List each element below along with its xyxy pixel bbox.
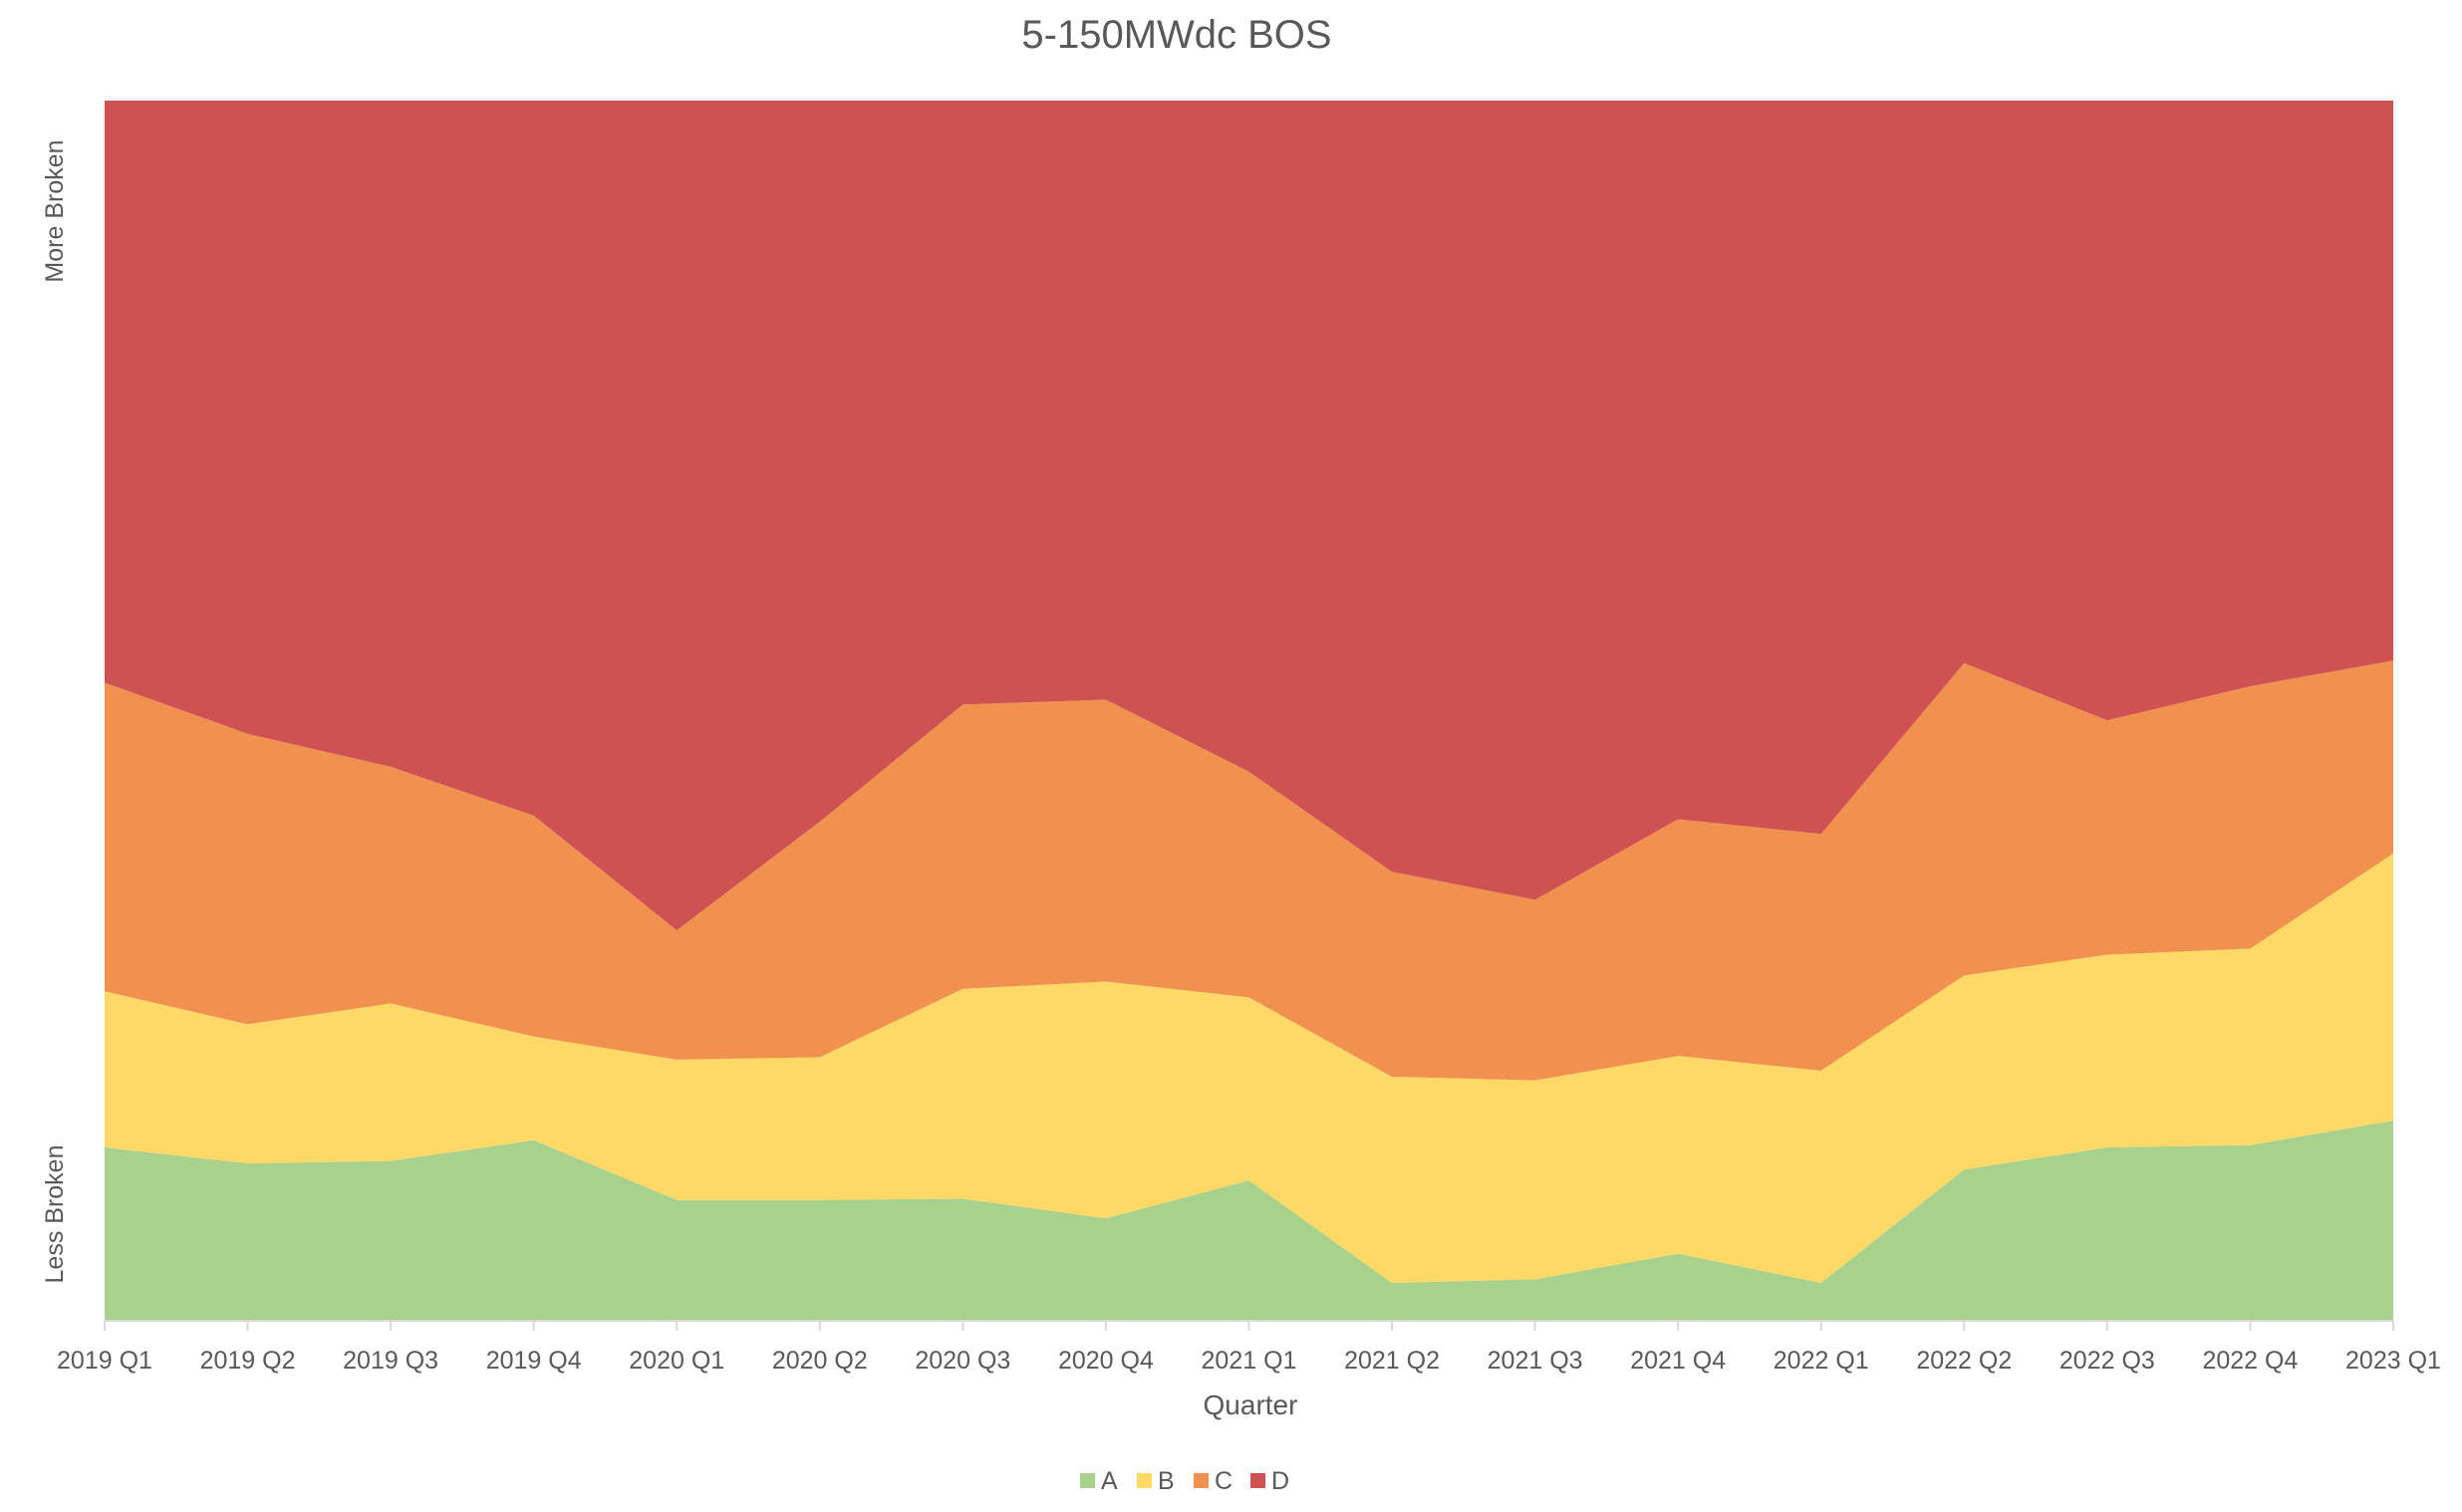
legend-swatch-a [1080, 1473, 1095, 1488]
legend-swatch-c [1194, 1473, 1209, 1488]
x-tick-label: 2019 Q1 [57, 1347, 152, 1375]
y-label-less-broken: Less Broken [41, 1145, 69, 1284]
x-tick-label: 2020 Q4 [1058, 1347, 1154, 1375]
legend-swatch-b [1137, 1473, 1152, 1488]
legend-swatch-d [1250, 1473, 1265, 1488]
legend: A B C D [1080, 1467, 1289, 1495]
x-tick-label: 2019 Q4 [486, 1347, 582, 1375]
x-tick-label: 2021 Q2 [1344, 1347, 1440, 1375]
area-series-b [105, 853, 2393, 1284]
x-tick-label: 2019 Q3 [343, 1347, 438, 1375]
legend-label-d: D [1271, 1467, 1289, 1495]
x-tick-label: 2020 Q1 [629, 1347, 724, 1375]
x-tick-label: 2022 Q2 [1916, 1347, 2012, 1375]
chart-title: 5-150MWdc BOS [1021, 13, 1331, 57]
legend-label-b: B [1158, 1467, 1175, 1495]
x-tick-label: 2020 Q3 [915, 1347, 1010, 1375]
x-tick-label: 2021 Q3 [1488, 1347, 1583, 1375]
x-tick-label: 2020 Q2 [772, 1347, 868, 1375]
x-tick-label: 2023 Q1 [2345, 1347, 2441, 1375]
area-series-d [105, 101, 2393, 930]
legend-label-c: C [1215, 1467, 1232, 1495]
x-tick-label: 2022 Q1 [1774, 1347, 1869, 1375]
legend-label-a: A [1101, 1467, 1118, 1495]
area-series-group [105, 101, 2393, 1321]
x-axis-ticks: 2019 Q1 2019 Q2 2019 Q3 2019 Q4 2020 Q1 2020 … [57, 1321, 2441, 1375]
x-tick-label: 2019 Q2 [200, 1347, 296, 1375]
x-tick-label: 2021 Q4 [1630, 1347, 1726, 1375]
y-label-more-broken: More Broken [41, 139, 69, 282]
x-axis-title: Quarter [1204, 1389, 1298, 1420]
x-tick-label: 2021 Q1 [1202, 1347, 1297, 1375]
area-series-c [105, 660, 2393, 1081]
x-tick-label: 2022 Q3 [2059, 1347, 2155, 1375]
area-series-a [105, 1121, 2393, 1321]
x-tick-label: 2022 Q4 [2202, 1347, 2298, 1375]
